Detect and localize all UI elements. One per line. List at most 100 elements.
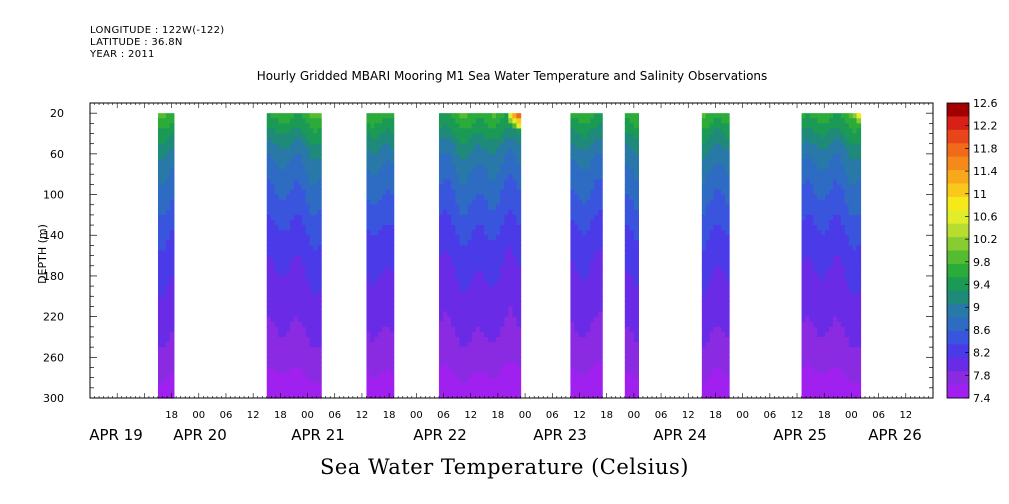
heatmap-cell xyxy=(809,296,814,302)
heatmap-cell xyxy=(475,118,481,124)
heatmap-cell xyxy=(844,281,850,287)
heatmap-cell xyxy=(447,143,452,150)
heatmap-cell xyxy=(483,143,489,150)
heatmap-cell xyxy=(705,164,711,170)
heatmap-cell xyxy=(286,286,291,292)
heatmap-cell xyxy=(721,255,726,262)
heatmap-cell xyxy=(624,169,630,175)
heatmap-cell xyxy=(516,143,522,150)
heatmap-cell xyxy=(278,372,283,379)
heatmap-cell xyxy=(305,387,311,394)
heatmap-cell xyxy=(471,392,477,399)
heatmap-cell xyxy=(817,113,822,119)
heatmap-cell xyxy=(374,240,379,247)
heatmap-cell xyxy=(801,158,807,165)
heatmap-cell xyxy=(266,219,272,226)
heatmap-cell xyxy=(582,164,587,170)
heatmap-cell xyxy=(701,199,707,206)
heatmap-cell xyxy=(504,367,509,374)
heatmap-cell xyxy=(374,148,379,155)
heatmap-cell xyxy=(852,352,858,358)
heatmap-cell xyxy=(805,118,811,124)
heatmap-cell xyxy=(293,153,299,160)
heatmap-cell xyxy=(717,392,722,399)
heatmap-cell xyxy=(836,326,842,333)
heatmap-cell xyxy=(713,250,718,257)
heatmap-cell xyxy=(590,301,595,308)
heatmap-cell xyxy=(290,214,295,221)
heatmap-cell xyxy=(809,392,814,399)
heatmap-cell xyxy=(278,382,283,389)
heatmap-cell xyxy=(825,113,830,119)
heatmap-cell xyxy=(516,164,522,170)
heatmap-cell xyxy=(705,331,711,338)
heatmap-cell xyxy=(836,387,842,394)
heatmap-cell xyxy=(467,331,473,338)
heatmap-cell xyxy=(451,204,456,211)
heatmap-cell xyxy=(598,148,603,155)
heatmap-cell xyxy=(165,148,171,155)
heatmap-cell xyxy=(293,179,299,185)
heatmap-cell xyxy=(483,331,489,338)
heatmap-cell xyxy=(725,169,730,175)
heatmap-cell xyxy=(455,326,460,333)
heatmap-cell xyxy=(443,377,448,384)
heatmap-cell xyxy=(508,352,514,358)
heatmap-cell xyxy=(844,387,850,394)
heatmap-cell xyxy=(701,342,707,348)
heatmap-cell xyxy=(313,255,318,262)
heatmap-cell xyxy=(709,275,715,282)
heatmap-cell xyxy=(443,204,448,211)
heatmap-cell xyxy=(817,169,822,175)
heatmap-cell xyxy=(282,367,287,374)
heatmap-cell xyxy=(169,204,175,211)
heatmap-cell xyxy=(496,270,501,277)
heatmap-cell xyxy=(844,225,850,231)
heatmap-cell xyxy=(455,209,460,216)
heatmap-cell xyxy=(374,138,379,145)
heatmap-cell xyxy=(266,123,272,130)
heatmap-cell xyxy=(701,352,707,358)
heatmap-cell xyxy=(270,179,276,185)
heatmap-cell xyxy=(286,326,291,333)
heatmap-cell xyxy=(633,372,639,379)
heatmap-cell xyxy=(821,128,826,135)
heatmap-cell xyxy=(447,209,452,216)
heatmap-cell xyxy=(582,296,587,302)
heatmap-cell xyxy=(492,138,497,145)
heatmap-cell xyxy=(370,209,375,216)
heatmap-cell xyxy=(705,281,711,287)
heatmap-cell xyxy=(801,296,807,302)
heatmap-cell xyxy=(297,184,303,191)
heatmap-cell xyxy=(487,230,493,236)
heatmap-cell xyxy=(717,265,722,272)
heatmap-cell xyxy=(451,311,456,318)
heatmap-cell xyxy=(701,255,707,262)
heatmap-cell xyxy=(389,382,395,389)
heatmap-cell xyxy=(297,275,303,282)
heatmap-cell xyxy=(385,270,391,277)
heatmap-cell xyxy=(374,235,379,241)
heatmap-cell xyxy=(594,214,599,221)
heatmap-cell xyxy=(590,143,595,150)
heatmap-cell xyxy=(463,357,469,363)
heatmap-cell xyxy=(809,240,814,247)
heatmap-cell xyxy=(508,342,514,348)
heatmap-cell xyxy=(594,128,599,135)
heatmap-cell xyxy=(500,199,505,206)
heatmap-cell xyxy=(278,301,283,308)
heatmap-cell xyxy=(309,230,314,236)
heatmap-cell xyxy=(165,296,171,302)
heatmap-cell xyxy=(840,128,846,135)
heatmap-cell xyxy=(479,270,485,277)
heatmap-cell xyxy=(624,138,630,145)
heatmap-cell xyxy=(633,275,639,282)
heatmap-cell xyxy=(832,362,838,369)
heatmap-cell xyxy=(840,235,846,241)
heatmap-cell xyxy=(483,286,489,292)
heatmap-cell xyxy=(594,133,599,140)
heatmap-cell xyxy=(286,387,291,394)
heatmap-cell xyxy=(475,240,481,247)
heatmap-cell xyxy=(852,377,858,384)
heatmap-cell xyxy=(443,382,448,389)
